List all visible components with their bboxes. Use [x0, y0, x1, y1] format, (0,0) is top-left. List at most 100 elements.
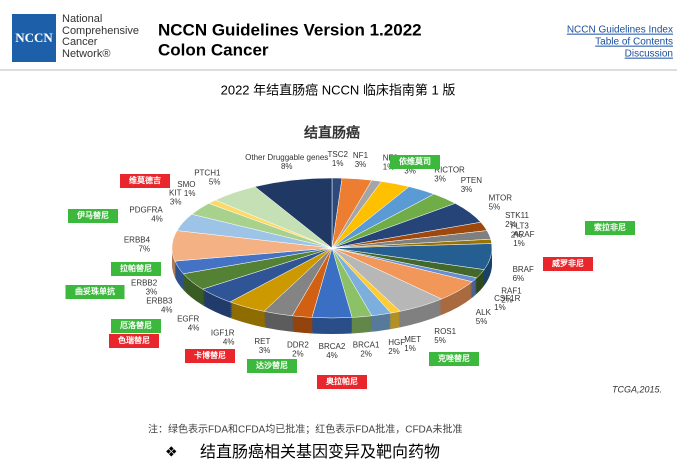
drug-tag-box — [390, 155, 440, 169]
drug-tag-box — [429, 352, 479, 366]
drug-tag-box — [109, 334, 159, 348]
slice-value-label: 3% — [259, 346, 271, 355]
slice-label: FLT3 — [511, 222, 530, 231]
slice-label: RET — [254, 337, 270, 346]
slice-value-label: 2% — [360, 350, 372, 359]
drug-tag: 索拉非尼 — [594, 222, 626, 232]
slice-label: ERBB3 — [146, 297, 173, 306]
slice-value-label: 2% — [501, 296, 513, 305]
slice-label: IGF1R — [211, 328, 235, 337]
slice-value-label: 3% — [461, 185, 473, 194]
slice-label: ERBB4 — [124, 235, 151, 244]
slice-label: RICTOR — [434, 165, 465, 174]
org-box: National Comprehensive Cancer Network® — [62, 14, 140, 60]
drug-tag-box — [585, 221, 635, 235]
slice-label: PTCH1 — [194, 169, 221, 178]
drug-tag-box — [65, 285, 125, 299]
slice-value-label: 3% — [404, 166, 416, 175]
nav-link[interactable]: Discussion — [625, 49, 673, 60]
slice-label: EGFR — [177, 314, 199, 323]
slice-value-label: 4% — [151, 215, 163, 224]
drug-tag-box — [111, 262, 161, 276]
drug-tag-box — [543, 257, 593, 271]
slice-value-label: 7% — [139, 244, 151, 253]
slice-value-label: 4% — [223, 337, 235, 346]
slice-value-label: 4% — [188, 323, 200, 332]
org-name: National Comprehensive Cancer Network® — [62, 14, 140, 60]
chart-title: 结直肠癌 — [304, 125, 360, 141]
drug-tag: 伊马替尼 — [76, 210, 109, 220]
drug-tag: 奥拉帕尼 — [325, 376, 358, 386]
slice-value-label: 5% — [489, 202, 501, 211]
slice-label: BRAF — [513, 265, 534, 274]
logo-box — [12, 14, 56, 62]
slide-title: 2022 年结直肠癌 NCCN 临床指南第 1 版 — [221, 82, 456, 97]
slice-value-label: 3% — [146, 288, 158, 297]
slice-label: ALK — [476, 308, 492, 317]
drug-tag: 厄洛替尼 — [120, 320, 152, 330]
bullet-mark: ❖ — [165, 444, 178, 460]
slice-label: KIT — [169, 189, 182, 198]
nav-link[interactable]: Table of Contents — [595, 37, 673, 48]
slice-label: PDGFRA — [129, 206, 163, 215]
drug-tag-box — [111, 319, 161, 333]
drug-tag: 曲妥珠单抗 — [75, 286, 115, 296]
slice-value-label: 2% — [511, 231, 523, 240]
slice-value-label: 5% — [209, 178, 221, 187]
slice-value-label: 2% — [505, 220, 517, 229]
slice-value-label: 4% — [326, 351, 338, 360]
drug-tag-box — [68, 209, 118, 223]
header-title: NCCN Guidelines Version 1.2022 — [158, 20, 422, 39]
drug-tag-box — [247, 359, 297, 373]
slice-value-label: 3% — [434, 174, 446, 183]
slice-value-label: 3% — [355, 160, 367, 169]
logo-text: NCCN — [15, 30, 53, 45]
slice-label: ROS1 — [434, 327, 456, 336]
slice-value-label: 2% — [388, 347, 400, 356]
drug-tag: 卡博替尼 — [194, 350, 226, 360]
slice-value-label: 4% — [161, 306, 173, 315]
slice-label: TSC2 — [327, 150, 348, 159]
slice-label: MTOR — [489, 193, 513, 202]
slice-label: NF1 — [353, 151, 369, 160]
drug-tag-box — [120, 174, 170, 188]
drug-tag: 威罗非尼 — [552, 258, 584, 268]
slice-label: CSF1R — [494, 294, 520, 303]
slice-value-label: 1% — [383, 163, 395, 172]
nav-link[interactable]: NCCN Guidelines Index — [567, 25, 673, 36]
slice-value-label: 1% — [184, 189, 196, 198]
slice-label: ERBB2 — [131, 279, 158, 288]
drug-tag: 色瑞替尼 — [118, 335, 150, 345]
source: TCGA,2015. — [612, 384, 662, 394]
drug-tag: 依维莫司 — [399, 156, 431, 166]
slice-value-label: 5% — [476, 317, 488, 326]
drug-tag-box — [185, 349, 235, 363]
slice-label: SMO — [177, 180, 195, 189]
slice-value-label: 3% — [170, 198, 182, 207]
slice-label: HGF — [388, 338, 405, 347]
header-subtitle: Colon Cancer — [158, 40, 269, 59]
slice-label: BRCA1 — [353, 341, 380, 350]
slice-value-label: 2% — [292, 350, 304, 359]
slice-label: MET — [404, 335, 421, 344]
slice-value-label: 1% — [513, 239, 525, 248]
slice-value-label: 5% — [434, 336, 446, 345]
slice-label: RAF1 — [501, 287, 522, 296]
slice-value-label: 1% — [332, 159, 344, 168]
slice — [254, 177, 333, 249]
drug-tag: 达沙替尼 — [256, 360, 288, 370]
slice-label: Other Druggable genes — [245, 153, 328, 162]
slice-value-label: 1% — [404, 344, 416, 353]
pie: TSC21%NF13%NF21%RPTOR3%RICTOR3%PTEN3%MTO… — [124, 150, 535, 360]
drug-tag: 拉帕替尼 — [120, 263, 152, 273]
slice-label: STK11 — [505, 211, 529, 220]
slice-label: ARAF — [513, 230, 534, 239]
footnote: 注：绿色表示FDA和CFDA均已批准；红色表示FDA批准，CFDA未批准 — [148, 423, 462, 436]
slice-value-label: 8% — [281, 162, 293, 171]
slice-value-label: 1% — [494, 303, 506, 312]
slice-label: BRCA2 — [319, 342, 346, 351]
drug-tag-box — [317, 375, 367, 389]
slice-label: DDR2 — [287, 341, 309, 350]
